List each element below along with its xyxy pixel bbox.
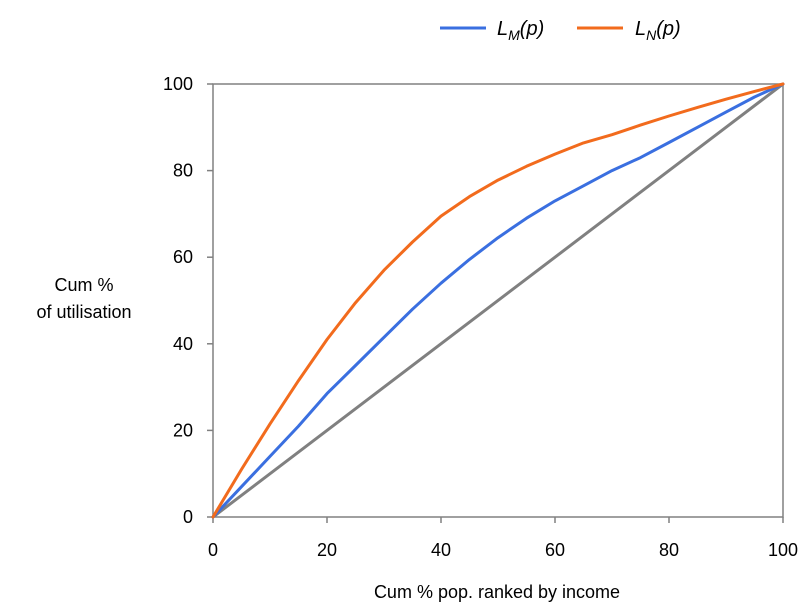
x-tick-label: 20 bbox=[317, 540, 337, 560]
legend-label-lm: LM(p) bbox=[497, 18, 544, 43]
x-tick-label: 60 bbox=[545, 540, 565, 560]
x-tick-label: 0 bbox=[208, 540, 218, 560]
y-tick-label: 80 bbox=[173, 161, 193, 181]
plot-frame bbox=[212, 83, 784, 518]
series-line-lm bbox=[211, 82, 785, 519]
x-tick-label: 100 bbox=[768, 540, 798, 560]
legend: LM(p) LN(p) bbox=[440, 18, 681, 43]
series-line-ln bbox=[211, 82, 785, 519]
y-tick-label: 0 bbox=[183, 507, 193, 527]
y-axis-title-line-2: of utilisation bbox=[36, 302, 131, 322]
y-tick-label: 100 bbox=[163, 74, 193, 94]
y-axis-title-line-1: Cum % bbox=[54, 275, 113, 295]
x-tick-label: 40 bbox=[431, 540, 451, 560]
x-tick-label: 80 bbox=[659, 540, 679, 560]
axes: 0 20 40 60 80 100 0 20 40 60 80 100 bbox=[163, 74, 798, 560]
equality-line bbox=[211, 82, 785, 519]
y-tick-label: 60 bbox=[173, 247, 193, 267]
series-layer bbox=[211, 82, 785, 519]
y-tick-label: 20 bbox=[173, 420, 193, 440]
legend-label-ln: LN(p) bbox=[635, 18, 681, 43]
x-axis-title: Cum % pop. ranked by income bbox=[374, 582, 620, 602]
y-tick-label: 40 bbox=[173, 334, 193, 354]
